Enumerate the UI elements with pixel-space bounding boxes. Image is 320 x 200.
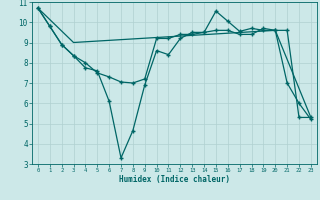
X-axis label: Humidex (Indice chaleur): Humidex (Indice chaleur) (119, 175, 230, 184)
